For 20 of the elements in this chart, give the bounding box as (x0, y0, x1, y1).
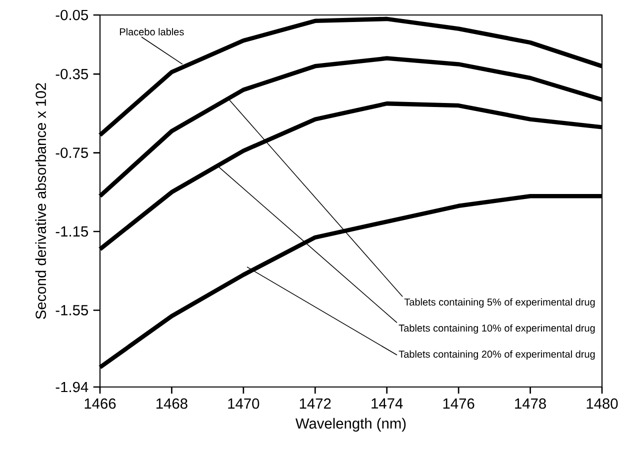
y-axis-title: Second derivative absorbance x 102 (35, 83, 46, 319)
x-tick-label: 1466 (84, 398, 116, 409)
x-tick-label: 1474 (372, 398, 403, 408)
x-tick-label: 1478 (515, 398, 546, 409)
x-tick-label: 1470 (228, 398, 260, 409)
x-axis-title: Wavelength (nm) (296, 418, 406, 432)
y-tick-label: -1.15 (56, 226, 88, 237)
y-tick-label: -1.55 (56, 305, 88, 316)
x-tick-label: 1480 (586, 398, 618, 409)
annotation: Tablets containing 10% of experimental drug (398, 324, 595, 334)
x-tick-label: 1472 (300, 398, 331, 409)
y-tick-label: -0.05 (56, 10, 88, 20)
y-tick-label: -1.94 (56, 382, 88, 392)
annotation: Tablets containing 20% of experimental drug (398, 350, 595, 360)
x-tick-label: 1476 (443, 398, 474, 409)
y-tick-label: -0.35 (56, 68, 88, 80)
annotation: Tablets containing 5% of experimental drug (404, 298, 595, 308)
annotation: Placebo lables (120, 28, 184, 36)
y-tick-label: -0.75 (56, 148, 88, 158)
x-tick-label: 1468 (156, 398, 188, 409)
